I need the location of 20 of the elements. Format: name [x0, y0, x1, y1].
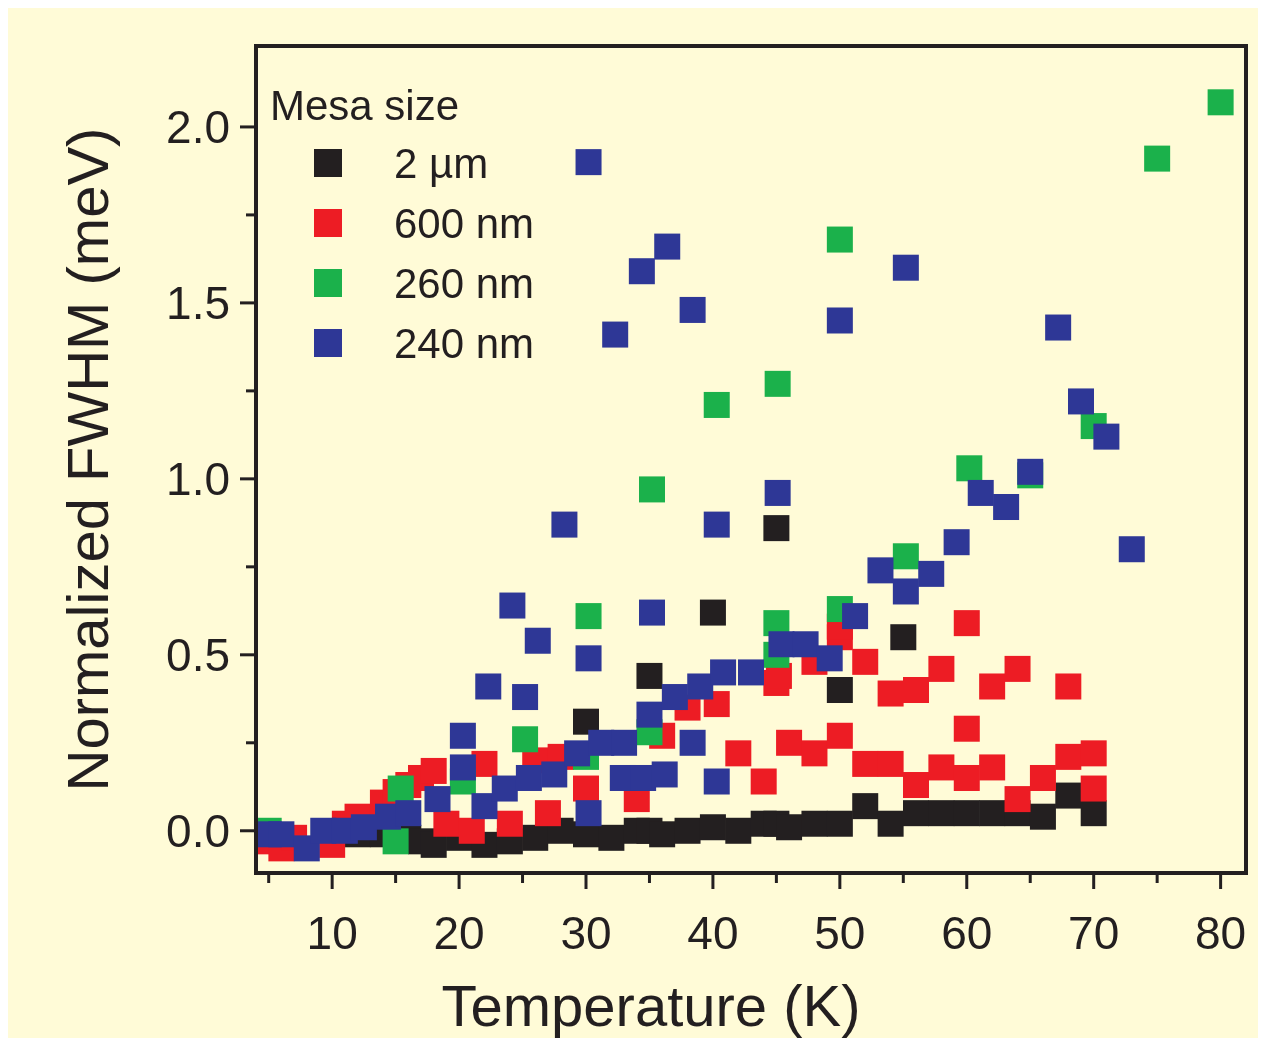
legend-label: 600 nm: [394, 200, 535, 247]
y-tick-label: 1.0: [166, 452, 230, 505]
x-tick-label: 30: [560, 907, 612, 959]
x-tick-label: 70: [1068, 907, 1120, 959]
y-axis-title: Normalized FWHM (meV): [55, 127, 120, 792]
x-tick-label: 40: [687, 907, 739, 959]
x-tick-label: 20: [433, 907, 485, 959]
y-tick-label: 1.5: [166, 276, 230, 329]
x-tick-label: 80: [1195, 907, 1247, 959]
y-tick-label: 0.5: [166, 628, 230, 681]
legend-label: 2 µm: [394, 140, 489, 187]
y-tick-label: 2.0: [166, 100, 230, 153]
legend-label: 260 nm: [394, 260, 535, 307]
x-tick-label: 60: [941, 907, 993, 959]
legend-title: Mesa size: [270, 82, 460, 129]
legend-label: 240 nm: [394, 320, 535, 367]
x-tick-label: 50: [814, 907, 866, 959]
x-tick-label: 10: [306, 907, 358, 959]
x-axis-title: Temperature (K): [441, 973, 861, 1038]
y-tick-label: 0.0: [166, 804, 230, 857]
